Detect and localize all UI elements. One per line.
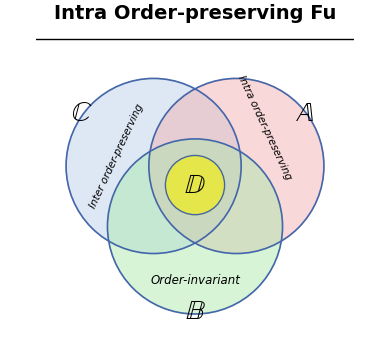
Text: $\mathbb{C}$: $\mathbb{C}$ [71, 99, 93, 127]
Text: $\mathbb{D}$: $\mathbb{D}$ [184, 171, 206, 199]
Text: Intra order-preserving: Intra order-preserving [236, 74, 293, 182]
Title: Intra Order-preserving Fu: Intra Order-preserving Fu [54, 4, 336, 23]
Circle shape [149, 78, 324, 253]
Text: $\mathbb{A}$: $\mathbb{A}$ [295, 99, 314, 127]
Text: $\mathbb{B}$: $\mathbb{B}$ [184, 298, 206, 326]
Text: Order-invariant: Order-invariant [150, 274, 240, 287]
Circle shape [66, 78, 241, 253]
Circle shape [108, 139, 282, 314]
Text: Inter order-preserving: Inter order-preserving [89, 103, 145, 210]
Circle shape [165, 155, 225, 215]
